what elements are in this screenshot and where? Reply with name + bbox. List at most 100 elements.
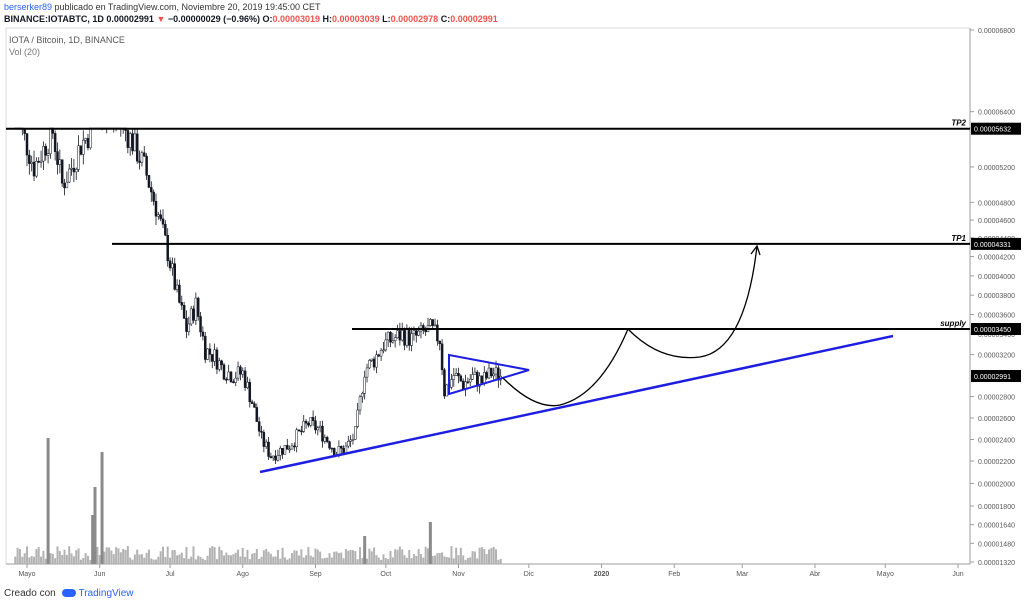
volume-bar [450,546,453,564]
candle-body [316,427,320,431]
candle-body [44,146,48,156]
candle-body [243,370,247,388]
candle-body [264,441,268,447]
candle-body [159,214,162,220]
x-tick-label: Sep [309,571,322,578]
volume-bar [490,547,493,564]
candle-body [445,384,449,397]
candle-body [344,445,348,454]
candle-body [396,330,399,339]
volume-bar [351,550,354,564]
candle-body [391,340,395,343]
candle-body [286,445,289,450]
volume-bar [478,547,481,564]
candle-body [279,448,282,456]
candle-body [382,349,385,352]
tradingview-link[interactable]: TradingView [78,588,134,599]
volume-bar [136,549,139,564]
volume-bar [361,558,364,564]
candle-body [318,425,322,429]
candle-body [325,437,329,442]
tradingview-logo-icon [62,589,77,598]
volume-bar [145,552,148,564]
volume-bar [337,552,340,564]
candle-body [290,445,294,450]
author-link[interactable]: berserker89 [4,2,53,12]
volume-bar [328,553,331,564]
ascending-trendline[interactable] [259,334,894,474]
level-price-label: 0.00004331 [974,242,1011,249]
volume-bar [443,556,446,564]
volume-bar [82,557,85,564]
volume-bar [56,546,59,564]
candle-body [363,376,366,394]
candle-body [250,401,254,404]
candle-body [433,324,437,327]
candle-body [487,367,491,379]
volume-bar [91,515,95,564]
candle-body [468,378,472,383]
candle-body [478,375,481,387]
volume-bar [354,551,357,564]
candle-body [246,381,249,388]
y-tick-label: 0.00002800 [978,395,1015,402]
candle-body [166,234,169,261]
volume-bar [298,555,301,564]
projection-path[interactable] [502,245,758,407]
candle-body [211,354,214,362]
symbol-legend: IOTA / Bitcoin, 1D, BINANCE [9,35,125,45]
y-tick-label: 0.00002200 [978,459,1015,466]
close-value: 0.00002991 [450,14,498,24]
volume-bar [415,555,418,564]
candle-body [63,182,66,189]
candle-body [164,223,167,236]
volume-bar [267,551,270,564]
x-tick-label: Jun [94,571,105,578]
candle-body [180,302,184,306]
x-tick-label: 2020 [594,571,610,578]
candle-body [422,325,425,331]
level-label: TP2 [951,119,966,128]
volume-bar [58,551,61,564]
footer: Creado con TradingView [4,588,134,599]
candle-body [84,138,87,141]
candle-body [39,160,43,163]
volume-bar [23,553,26,564]
candle-body [262,432,266,447]
volume-bar [164,557,167,564]
volume-bar [75,550,78,564]
candle-body [307,422,310,426]
volume-bar [176,555,179,564]
candle-body [35,160,38,177]
candle-body [372,358,376,368]
candle-body [234,377,237,383]
volume-bar [103,551,106,564]
volume-bar [150,558,153,564]
volume-bar [359,547,362,564]
volume-bar [363,536,367,564]
volume-bar [171,550,174,564]
y-tick-label: 0.00002600 [978,416,1015,423]
candle-body [424,330,427,333]
down-arrow-icon: ▼ [156,14,166,24]
volume-bar [225,552,228,564]
volume-bar [422,557,425,564]
candle-body [365,367,369,378]
volume-bar [96,546,99,564]
candle-body [311,417,315,421]
volume-bar [213,547,216,564]
candle-body [161,218,165,225]
candle-body [436,324,439,342]
candle-body [415,330,418,336]
volume-bar [65,554,68,564]
volume-bar [115,547,118,564]
high-label: H: [322,14,333,24]
candle-body [398,330,402,341]
candle-body [494,367,498,375]
volume-bar [394,549,397,564]
volume-bar [464,559,467,564]
candle-body [417,330,420,336]
y-tick-label: 0.00003800 [978,293,1015,300]
symmetrical-triangle[interactable] [448,353,530,396]
